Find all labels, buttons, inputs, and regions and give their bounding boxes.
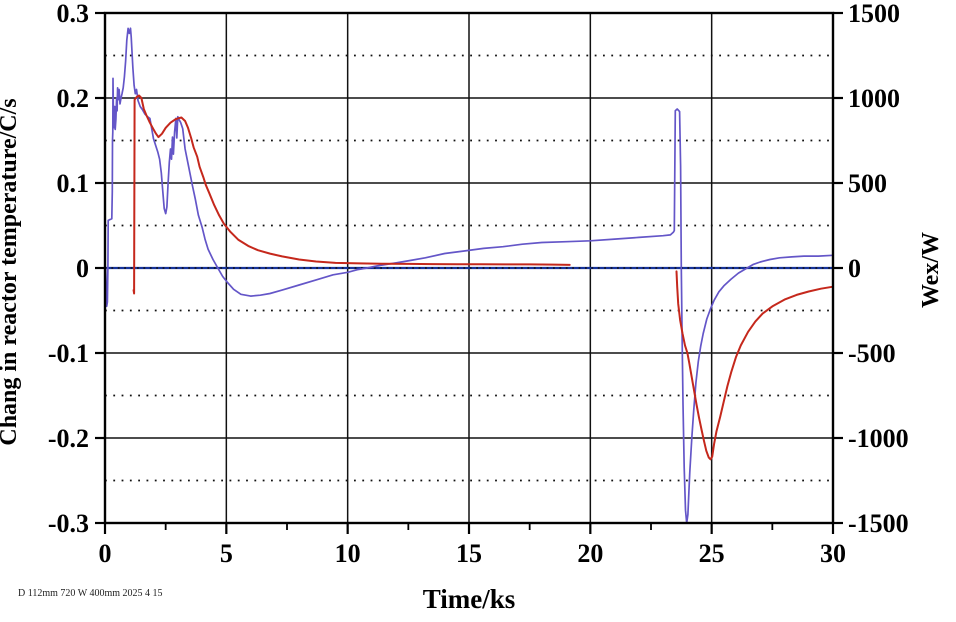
- y-right-tick-label: -1500: [848, 509, 909, 538]
- y-left-tick-label: 0.2: [57, 84, 90, 113]
- y-right-tick-label: 500: [848, 169, 887, 198]
- y-left-tick-label: 0.1: [57, 169, 90, 198]
- y-right-tick-label: 1500: [848, 0, 900, 28]
- y-right-tick-label: -500: [848, 339, 896, 368]
- wex-power-curve: [132, 94, 571, 295]
- x-tick-label: 25: [699, 539, 725, 568]
- plot-generated-layer: 0 5 10 15 20 25 30 0.3 0.2 0.1 0 -0.1 -0.2 -0.3 1500 10…: [48, 0, 909, 568]
- y-right-tick-label: 1000: [848, 84, 900, 113]
- x-tick-label: 10: [335, 539, 361, 568]
- x-tick-label: 0: [99, 539, 112, 568]
- x-tick-label: 15: [456, 539, 482, 568]
- y-left-tick-label: 0.3: [57, 0, 90, 28]
- y-right-tick-label: 0: [848, 254, 861, 283]
- y-left-tick-label: 0: [76, 254, 89, 283]
- x-axis-title: Time/ks: [423, 584, 516, 614]
- reactor-temperature-rate-curve: [104, 27, 834, 524]
- y-left-tick-label: -0.1: [48, 339, 89, 368]
- wex-power-curve: [675, 270, 834, 461]
- y-left-tick-label: -0.2: [48, 424, 89, 453]
- x-tick-label: 30: [820, 539, 846, 568]
- y-axis-title-right: Wex/W: [918, 232, 944, 308]
- x-tick-label: 20: [577, 539, 603, 568]
- footnote: D 112mm 720 W 400mm 2025 4 15: [18, 588, 163, 599]
- x-tick-label: 5: [220, 539, 233, 568]
- y-right-tick-label: -1000: [848, 424, 909, 453]
- y-axis-title-left: Chang in reactor temperature/C/s: [0, 98, 22, 445]
- y-left-tick-label: -0.3: [48, 509, 89, 538]
